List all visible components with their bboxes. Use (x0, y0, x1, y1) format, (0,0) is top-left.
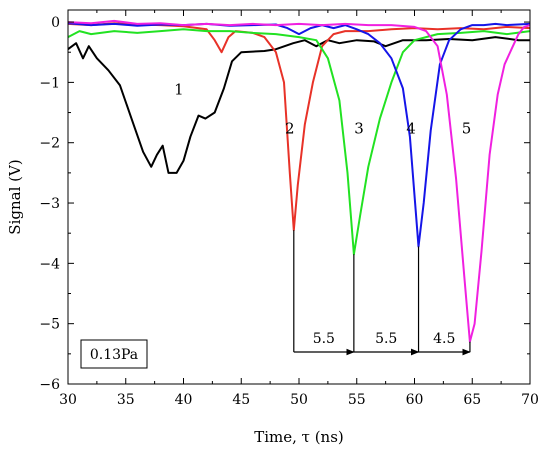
series-line-2 (67, 22, 531, 232)
annotations-layer: 5.5 5.5 4.5 (293, 230, 471, 356)
y-tick-label: −6 (39, 377, 60, 393)
y-tick-label: −5 (39, 317, 60, 333)
series-line-3 (67, 28, 531, 256)
series-label-5: 5 (462, 120, 472, 138)
x-tick-label: 40 (175, 392, 193, 408)
x-tick-label: 30 (59, 392, 77, 408)
x-tick-label: 60 (406, 392, 424, 408)
pressure-box (80, 339, 148, 369)
interval-label: 5.5 (375, 331, 397, 347)
y-tick-label: −2 (39, 136, 60, 152)
series-label-1: 1 (174, 80, 184, 98)
y-tick-label: −1 (39, 75, 60, 91)
x-tick-label: 65 (463, 392, 481, 408)
interval-label: 5.5 (313, 331, 335, 347)
y-tick-label: −4 (39, 256, 60, 272)
x-tick-label: 35 (117, 392, 135, 408)
series-line-1 (67, 36, 530, 174)
y-axis-label: Signal (V) (6, 159, 24, 234)
y-tick-label: 0 (51, 15, 60, 31)
plot-frame (67, 9, 531, 385)
series-line-5 (67, 19, 531, 343)
x-tick-label: 70 (521, 392, 539, 408)
x-tick-label: 45 (232, 392, 250, 408)
curves-layer: 1 2 3 4 5 (67, 19, 531, 343)
series-label-2: 2 (285, 120, 295, 138)
series-label-3: 3 (354, 120, 364, 138)
ticks-layer: 30 35 40 45 50 55 60 65 700−1−2−3−4−5−6 (39, 10, 539, 408)
pressure-label: 0.13Pa (90, 347, 138, 363)
x-tick-label: 50 (290, 392, 308, 408)
y-tick-label: −3 (39, 196, 60, 212)
series-label-4: 4 (406, 120, 416, 138)
x-tick-label: 55 (348, 392, 366, 408)
x-axis-label: Time, τ (ns) (254, 428, 344, 446)
interval-label: 4.5 (433, 331, 455, 347)
